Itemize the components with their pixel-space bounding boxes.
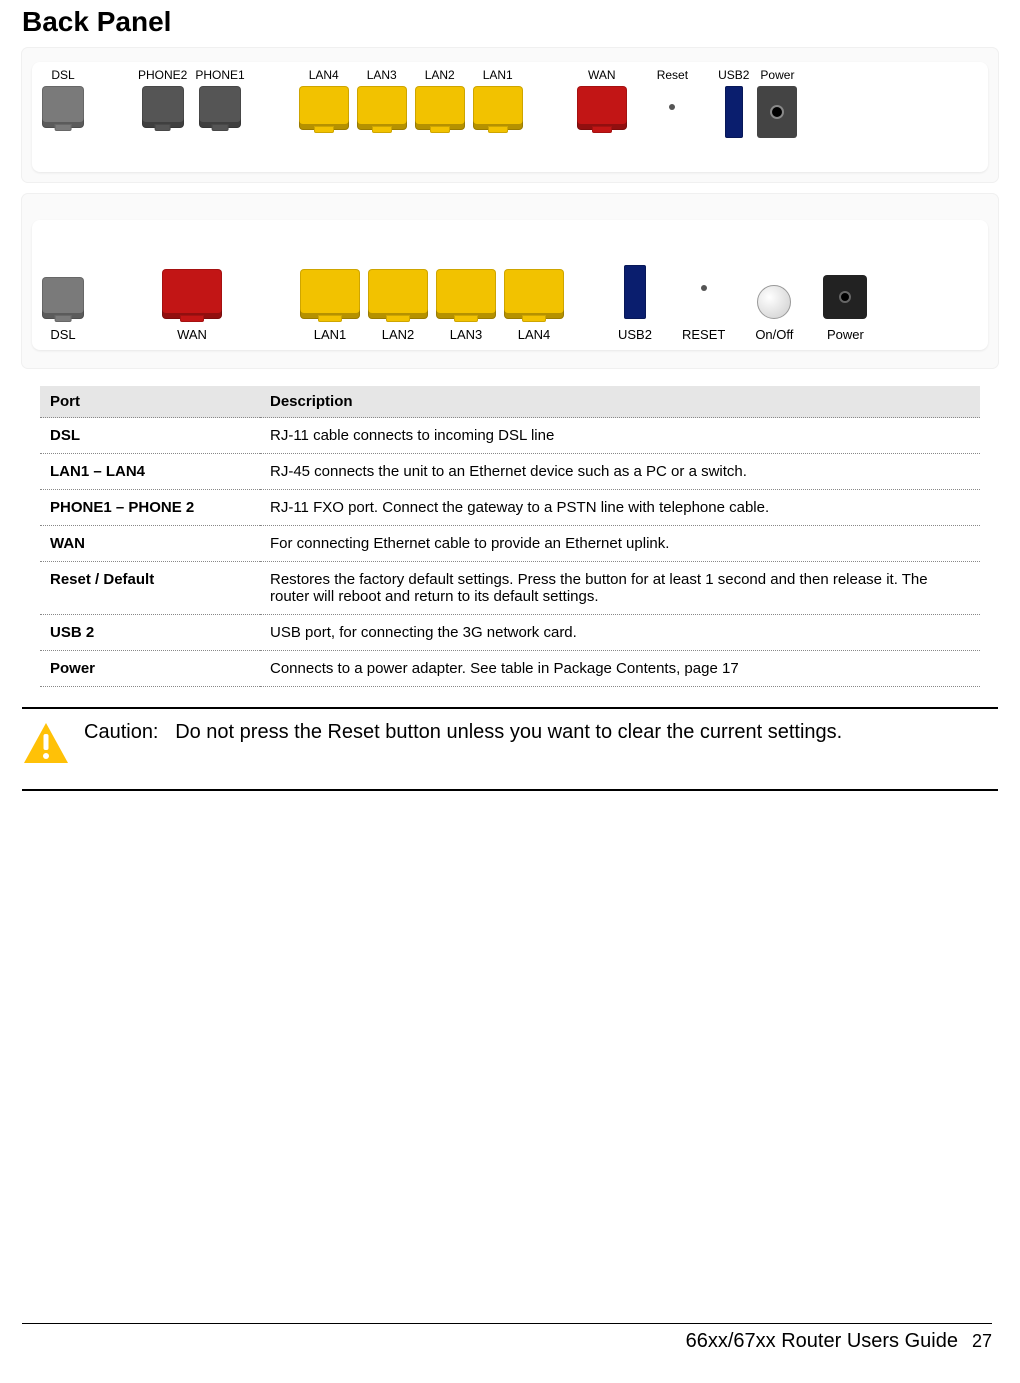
port-power: Power [757,68,797,138]
port-name: DSL [40,418,260,454]
port-description: RJ-11 cable connects to incoming DSL lin… [260,418,980,454]
port-label: LAN1 [483,68,513,82]
caution-block: Caution: Do not press the Reset button u… [22,719,998,765]
table-header-port: Port [40,386,260,418]
onoff-icon [757,285,791,319]
dsl-icon [42,86,84,128]
port-name: Reset / Default [40,562,260,615]
back-panel-diagram-2: DSL WAN LAN1 LAN2 LAN3 LAN4 USB2 RESET On/Off Pow… [22,194,998,368]
port-dsl: DSL [42,68,84,128]
port-label: DSL [50,327,75,342]
port-lan3: LAN3 [357,68,407,130]
port-name: PHONE1 – PHONE 2 [40,490,260,526]
port-phone1: PHONE1 [195,68,244,128]
port-label: PHONE2 [138,68,187,82]
lan1-icon [473,86,523,130]
port-label: RESET [682,327,725,342]
port-label: WAN [177,327,207,342]
table-row: PowerConnects to a power adapter. See ta… [40,651,980,687]
power-icon [823,275,867,319]
wan-icon [162,269,222,319]
lan3-icon [357,86,407,130]
port-label: On/Off [755,327,793,342]
table-row: LAN1 – LAN4RJ-45 connects the unit to an… [40,454,980,490]
port-description: For connecting Ethernet cable to provide… [260,526,980,562]
port-power: Power [823,275,867,342]
page-number: 27 [972,1331,992,1352]
port-dsl: DSL [42,277,84,342]
phone2-icon [142,86,184,128]
port-label: DSL [51,68,74,82]
usb2-icon [624,265,646,319]
port-label: LAN2 [382,327,415,342]
port-reset: Reset [657,68,688,110]
port-description: RJ-11 FXO port. Connect the gateway to a… [260,490,980,526]
port-name: LAN1 – LAN4 [40,454,260,490]
caution-text: Do not press the Reset button unless you… [175,721,842,743]
port-usb2: USB2 [618,265,652,342]
lan4-icon [504,269,564,319]
port-wan: WAN [577,68,627,130]
reset-icon [669,104,675,110]
port-label: LAN3 [450,327,483,342]
divider [22,789,998,791]
port-description: RJ-45 connects the unit to an Ethernet d… [260,454,980,490]
reset-icon [701,285,707,291]
table-row: USB 2USB port, for connecting the 3G net… [40,615,980,651]
port-label: LAN2 [425,68,455,82]
ports-table: Port Description DSLRJ-11 cable connects… [40,386,980,687]
port-label: LAN4 [518,327,551,342]
lan1-icon [300,269,360,319]
power-icon [757,86,797,138]
back-panel-diagram-1: DSL PHONE2 PHONE1 LAN4 LAN3 LAN2 LAN1 WAN Reset U… [22,48,998,182]
port-lan1: LAN1 [473,68,523,130]
port-label: LAN1 [314,327,347,342]
port-lan4: LAN4 [299,68,349,130]
port-lan4: LAN4 [504,269,564,342]
port-label: Reset [657,68,688,82]
dsl-icon [42,277,84,319]
caution-label: Caution: [84,721,159,743]
usb2-icon [725,86,743,138]
port-lan2: LAN2 [415,68,465,130]
port-lan1: LAN1 [300,269,360,342]
warning-icon [22,721,70,765]
lan3-icon [436,269,496,319]
port-wan: WAN [162,269,222,342]
lan2-icon [415,86,465,130]
port-label: LAN3 [367,68,397,82]
page-title: Back Panel [0,0,1020,48]
phone1-icon [199,86,241,128]
port-onoff: On/Off [755,285,793,342]
port-name: Power [40,651,260,687]
port-label: PHONE1 [195,68,244,82]
wan-icon [577,86,627,130]
port-label: WAN [588,68,616,82]
table-row: WANFor connecting Ethernet cable to prov… [40,526,980,562]
port-description: Restores the factory default settings. P… [260,562,980,615]
table-row: Reset / DefaultRestores the factory defa… [40,562,980,615]
table-row: DSLRJ-11 cable connects to incoming DSL … [40,418,980,454]
table-header-desc: Description [260,386,980,418]
page-footer: 66xx/67xx Router Users Guide 27 [22,1323,992,1353]
lan4-icon [299,86,349,130]
port-name: USB 2 [40,615,260,651]
port-reset: RESET [682,285,725,342]
port-label: USB2 [618,327,652,342]
port-lan3: LAN3 [436,269,496,342]
port-label: LAN4 [309,68,339,82]
port-label: USB2 [718,68,749,82]
footer-title: 66xx/67xx Router Users Guide [686,1330,958,1353]
port-phone2: PHONE2 [138,68,187,128]
port-description: Connects to a power adapter. See table i… [260,651,980,687]
port-description: USB port, for connecting the 3G network … [260,615,980,651]
port-lan2: LAN2 [368,269,428,342]
table-row: PHONE1 – PHONE 2RJ-11 FXO port. Connect … [40,490,980,526]
port-usb2: USB2 [718,68,749,138]
port-label: Power [827,327,864,342]
port-label: Power [760,68,794,82]
lan2-icon [368,269,428,319]
divider [22,707,998,709]
port-name: WAN [40,526,260,562]
